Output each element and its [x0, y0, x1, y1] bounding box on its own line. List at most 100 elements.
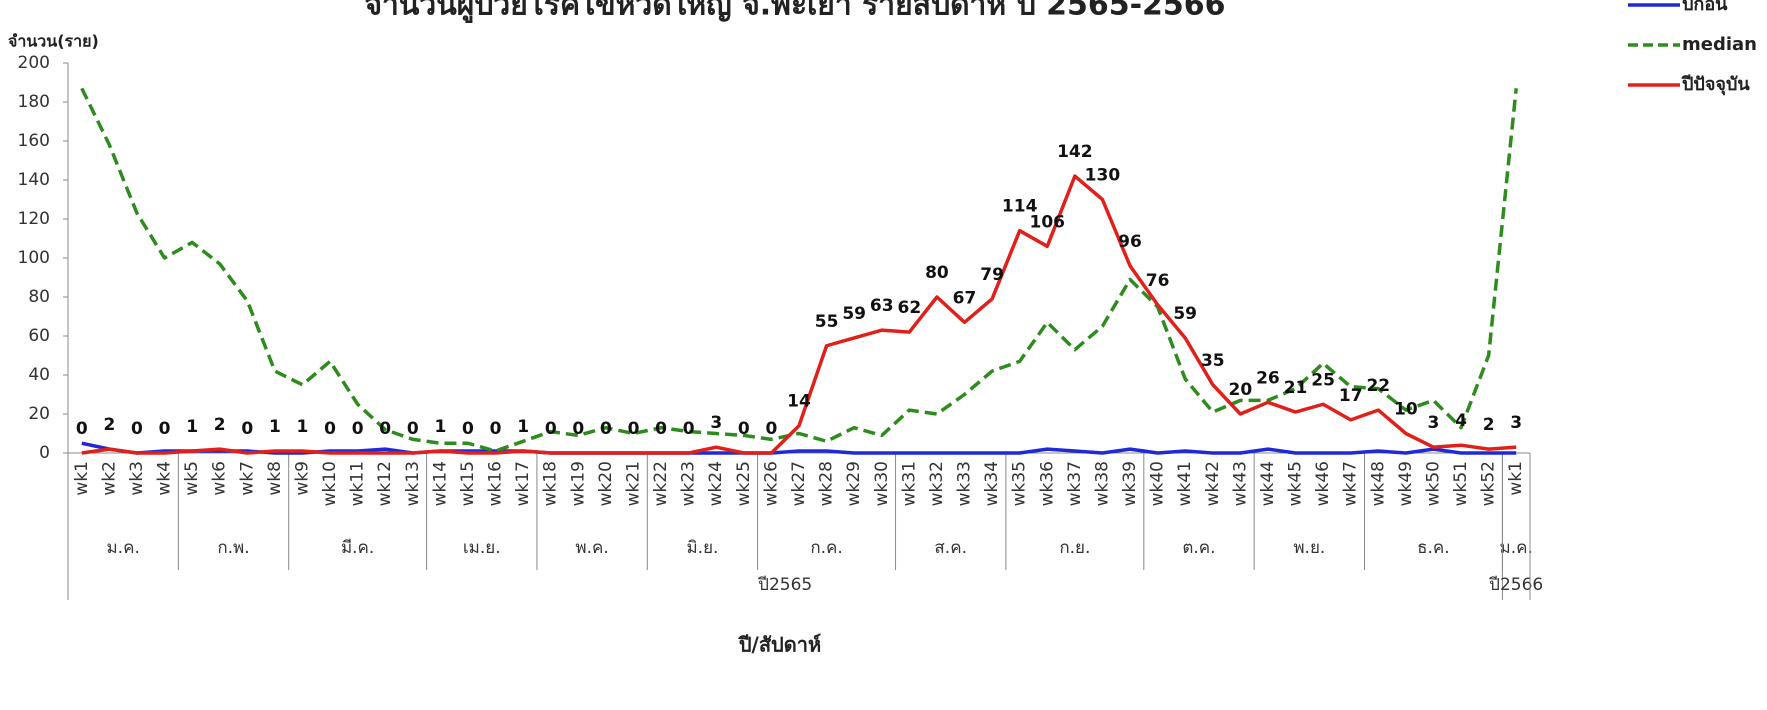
x-tick-label: wk3	[127, 461, 147, 496]
data-label: 59	[1173, 304, 1197, 324]
year-label: ปี2566	[1488, 575, 1543, 595]
y-tick-label: 200	[18, 53, 50, 73]
x-tick-label: wk6	[210, 461, 230, 496]
x-tick-label: wk19	[568, 461, 588, 506]
x-tick-label: wk38	[1092, 461, 1112, 506]
data-label: 0	[407, 419, 419, 439]
x-tick-label: wk41	[1175, 461, 1195, 506]
x-tick-label: wk33	[955, 461, 975, 506]
x-tick-label: wk48	[1368, 461, 1388, 506]
month-label: ม.ค.	[1500, 538, 1533, 558]
x-tick-label: wk49	[1396, 461, 1416, 506]
x-tick-label: wk28	[817, 461, 837, 506]
data-label: 1	[186, 417, 198, 437]
data-label: 0	[600, 419, 612, 439]
y-tick-label: 20	[28, 404, 50, 424]
data-label: 130	[1085, 166, 1121, 186]
month-label: มี.ค.	[341, 538, 374, 558]
x-tick-label: wk1	[72, 461, 92, 496]
y-tick-label: 100	[18, 248, 50, 268]
x-tick-label: wk39	[1120, 461, 1140, 506]
x-tick-label: wk8	[265, 461, 285, 496]
month-label: ก.ค.	[810, 538, 842, 558]
x-tick-label: wk10	[320, 461, 340, 506]
x-tick-label: wk36	[1037, 461, 1057, 506]
data-label: 63	[870, 296, 894, 316]
month-label: ส.ค.	[934, 538, 967, 558]
data-label: 0	[572, 419, 584, 439]
data-label: 0	[131, 419, 143, 439]
month-label: เม.ย.	[463, 538, 501, 558]
data-label: 0	[159, 419, 171, 439]
x-tick-label: wk31	[899, 461, 919, 506]
x-tick-label: wk44	[1258, 461, 1278, 506]
data-label: 0	[628, 419, 640, 439]
x-tick-label: wk20	[596, 461, 616, 506]
x-tick-label: wk52	[1479, 461, 1499, 506]
month-label: พ.ย.	[1293, 538, 1325, 558]
data-label: 76	[1146, 271, 1170, 291]
x-tick-label: wk13	[403, 461, 423, 506]
x-tick-label: wk9	[292, 461, 312, 496]
data-label: 80	[925, 263, 949, 283]
x-tick-label: wk25	[734, 461, 754, 506]
data-label: 2	[103, 415, 115, 435]
month-label: มิ.ย.	[686, 538, 718, 558]
month-label: ก.ย.	[1059, 538, 1090, 558]
y-tick-label: 80	[28, 287, 50, 307]
y-tick-label: 40	[28, 365, 50, 385]
x-tick-label: wk12	[375, 461, 395, 506]
data-label: 0	[352, 419, 364, 439]
x-tick-label: wk50	[1423, 461, 1443, 506]
x-tick-label: wk26	[761, 461, 781, 506]
legend-label: ปีก่อน	[1681, 0, 1728, 15]
data-label: 20	[1229, 380, 1253, 400]
month-label: ธ.ค.	[1417, 538, 1450, 558]
data-label: 0	[462, 419, 474, 439]
x-tick-label: wk51	[1451, 461, 1471, 506]
data-label: 0	[738, 419, 750, 439]
x-tick-label: wk7	[237, 461, 257, 496]
x-tick-label: wk11	[348, 461, 368, 506]
x-tick-label: wk23	[679, 461, 699, 506]
data-label: 106	[1030, 212, 1066, 232]
x-tick-label: wk24	[706, 461, 726, 506]
data-label: 4	[1455, 411, 1467, 431]
data-label: 3	[1510, 413, 1522, 433]
data-label: 25	[1311, 370, 1335, 390]
y-tick-label: 180	[18, 92, 50, 112]
y-tick-label: 0	[39, 443, 50, 463]
x-tick-label: wk47	[1341, 461, 1361, 506]
data-label: 14	[787, 392, 811, 412]
x-tick-label: wk16	[486, 461, 506, 506]
x-tick-label: wk32	[927, 461, 947, 506]
data-label: 35	[1201, 351, 1225, 371]
data-label: 59	[842, 304, 866, 324]
data-label: 0	[683, 419, 695, 439]
x-tick-label: wk22	[651, 461, 671, 506]
x-tick-label: wk21	[623, 461, 643, 506]
x-tick-label: wk4	[155, 461, 175, 496]
x-tick-label: wk18	[541, 461, 561, 506]
month-label: ม.ค.	[106, 538, 139, 558]
chart-title: จำนวนผู้ป่วยโรคไข้หวัดใหญ่ จ.พะเยา รายสั…	[364, 0, 1225, 24]
y-tick-label: 120	[18, 209, 50, 229]
x-tick-label: wk34	[982, 461, 1002, 506]
x-tick-label: wk27	[789, 461, 809, 506]
y-tick-label: 160	[18, 131, 50, 151]
data-label: 0	[765, 419, 777, 439]
data-label: 142	[1057, 142, 1093, 162]
data-label: 0	[324, 419, 336, 439]
year-label: ปี2565	[757, 575, 812, 595]
x-tick-label: wk30	[872, 461, 892, 506]
data-label: 22	[1366, 376, 1390, 396]
data-label: 26	[1256, 368, 1280, 388]
data-label: 1	[269, 417, 281, 437]
x-tick-label: wk5	[182, 461, 202, 496]
data-label: 1	[517, 417, 529, 437]
data-label: 0	[76, 419, 88, 439]
data-label: 2	[214, 415, 226, 435]
x-tick-label: wk40	[1148, 461, 1168, 506]
data-label: 1	[297, 417, 309, 437]
